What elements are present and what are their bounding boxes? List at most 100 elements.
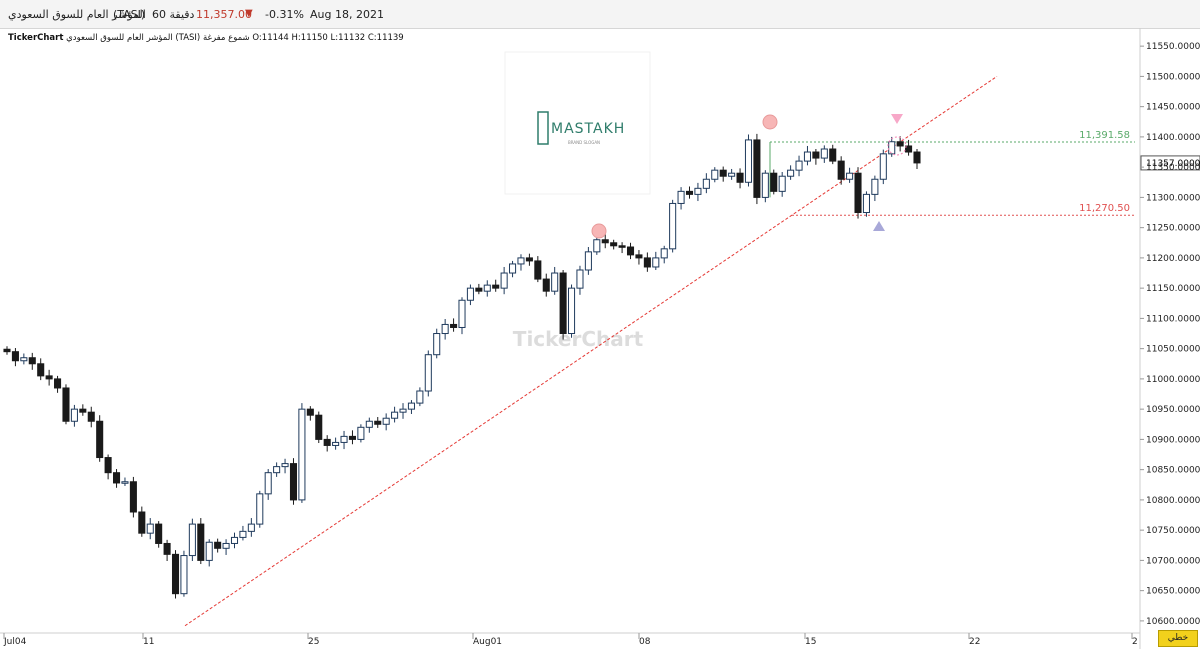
candle: [188, 518, 196, 562]
price-tick-label: 10700.0000: [1146, 556, 1200, 566]
candle: [315, 411, 323, 444]
candle: [685, 186, 694, 199]
app-name: TickerChart: [8, 33, 64, 43]
candle: [104, 454, 112, 480]
candle: [281, 458, 289, 474]
candle: [534, 256, 542, 283]
candle: [643, 252, 651, 272]
candle: [62, 384, 70, 425]
candle: [129, 476, 137, 518]
candle: [391, 406, 399, 423]
price-tick-label: 10750.0000: [1146, 526, 1200, 536]
uptrend-line[interactable]: [184, 75, 998, 627]
price-tick-label: 10950.0000: [1146, 405, 1200, 415]
candle: [669, 199, 677, 253]
sell-signal-icon: [891, 114, 903, 124]
candle: [121, 477, 129, 486]
candle: [500, 266, 508, 295]
svg-text:11357.0000: 11357.0000: [1146, 159, 1200, 169]
candle: [348, 430, 356, 445]
candle: [576, 265, 584, 295]
price-tick-label: 10850.0000: [1146, 466, 1200, 476]
candle: [458, 297, 466, 335]
time-tick-label: 15: [805, 637, 816, 647]
line-chart-toggle-button[interactable]: خطي: [1158, 630, 1198, 647]
candle: [365, 417, 373, 433]
candle: [273, 462, 281, 477]
price-tick-label: 11500.0000: [1146, 72, 1200, 82]
price-tick-label: 11250.0000: [1146, 224, 1200, 234]
candle: [829, 144, 837, 165]
last-price: 11,357.00: [196, 8, 252, 21]
price-tick-label: 11350.0000: [1146, 163, 1200, 173]
time-tick-label: Aug01: [473, 637, 502, 647]
candle: [702, 173, 710, 194]
interval-label[interactable]: 60 دقيقة: [152, 8, 195, 21]
candle: [635, 250, 643, 265]
candle: [441, 319, 449, 340]
candle: [37, 358, 45, 381]
candle: [171, 550, 180, 599]
candle: [492, 279, 500, 292]
candle: [466, 284, 474, 306]
candle: [770, 169, 778, 195]
price-chart[interactable]: MASTAKH BRAND SLOGAN TickerChart 11,391.…: [0, 28, 1200, 649]
candle: [888, 136, 896, 157]
candle: [306, 406, 314, 421]
resistance-label: 11,391.58: [1079, 130, 1130, 141]
time-tick-label: 08: [639, 637, 651, 647]
quote-date: Aug 18, 2021: [310, 8, 384, 21]
candle: [96, 415, 104, 462]
change-percent: -0.31%: [265, 8, 304, 21]
candle: [711, 167, 719, 183]
candle: [264, 469, 272, 500]
candle: [837, 156, 845, 185]
candle: [753, 133, 761, 205]
candle: [568, 284, 576, 338]
time-tick-label: 22: [969, 637, 980, 647]
candle: [542, 273, 550, 297]
price-tick-label: 11450.0000: [1146, 103, 1200, 113]
price-tick-label: 11100.0000: [1146, 314, 1200, 324]
candle: [787, 165, 795, 180]
candle: [424, 350, 432, 397]
time-tick-label: Jul04: [3, 637, 27, 647]
candle: [677, 187, 685, 210]
candle: [626, 242, 635, 260]
candle: [382, 413, 390, 431]
candle: [475, 283, 483, 295]
price-tick-label: 11200.0000: [1146, 254, 1200, 264]
candle: [247, 518, 255, 537]
mastakh-logo: MASTAKH BRAND SLOGAN: [504, 51, 651, 195]
pivot-marker-circle: [591, 223, 607, 239]
candle: [11, 348, 19, 367]
candle: [601, 233, 609, 249]
time-tick-label: 25: [308, 637, 319, 647]
time-tick-label: 2: [1132, 637, 1138, 647]
candle: [905, 139, 913, 156]
symbol-name[interactable]: المؤشر العام للسوق السعودي: [8, 8, 146, 21]
candle: [340, 430, 348, 450]
candle: [138, 506, 146, 537]
candle: [54, 375, 62, 393]
candle: [862, 191, 870, 217]
candle: [87, 406, 95, 428]
candle: [45, 369, 53, 386]
candle: [879, 149, 887, 185]
candle: [205, 539, 213, 567]
candle: [222, 539, 230, 555]
candle: [736, 168, 744, 189]
candle: [795, 155, 803, 177]
candle: [28, 352, 36, 370]
ohlc-info-line: TickerChart المؤشر العام للسوق السعودي (…: [8, 33, 404, 43]
candle: [256, 490, 264, 528]
candle: [719, 166, 727, 182]
candle: [79, 404, 87, 416]
candle: [214, 538, 222, 553]
candle: [3, 346, 11, 355]
candle: [450, 318, 458, 332]
candle: [357, 424, 365, 443]
candle: [896, 136, 904, 152]
candle: [239, 525, 247, 541]
logo-text: MASTAKH: [551, 121, 625, 137]
